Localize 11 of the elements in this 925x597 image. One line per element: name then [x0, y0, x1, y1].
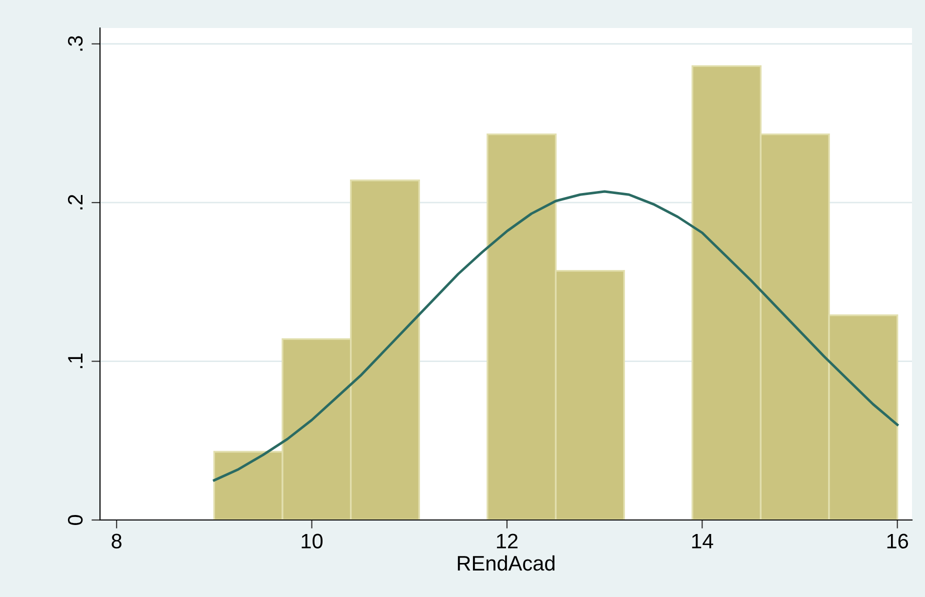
x-tick-label: 14 [692, 534, 714, 548]
x-tick-label: 10 [302, 534, 323, 548]
x-axis-title: REndAcad [458, 555, 554, 571]
x-tick-label: 12 [496, 534, 518, 548]
y-tick-label: 0 [68, 515, 83, 525]
line-series [212, 190, 899, 482]
y-tick-label: .2 [68, 194, 82, 210]
y-tick-label: .1 [68, 354, 82, 368]
x-tick-label: 8 [112, 534, 122, 548]
x-tick-label: 16 [887, 534, 908, 548]
y-tick-label: .3 [68, 36, 83, 51]
